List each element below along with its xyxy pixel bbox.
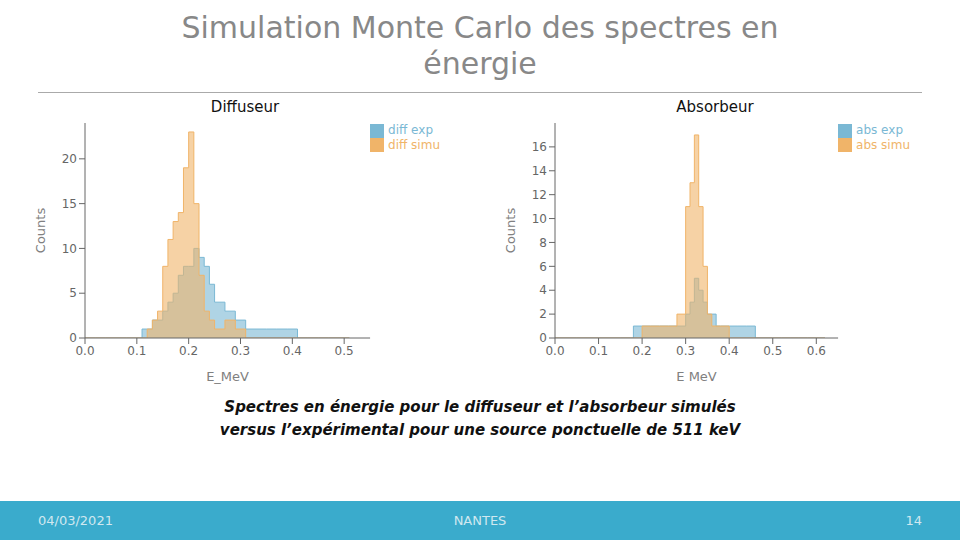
html-text:14: 14 <box>905 513 922 528</box>
html-text:Absorbeur: Absorbeur <box>676 98 754 116</box>
svg-text:12: 12 <box>532 188 547 202</box>
svg-text:10: 10 <box>62 242 77 256</box>
svg-text:16: 16 <box>532 140 547 154</box>
svg-text:0.5: 0.5 <box>763 344 782 358</box>
svg-text:0.6: 0.6 <box>807 344 826 358</box>
svg-text:8: 8 <box>539 236 547 250</box>
html-text:04/03/2021: 04/03/2021 <box>38 513 113 528</box>
svg-text:10: 10 <box>532 212 547 226</box>
svg-text:0.1: 0.1 <box>589 344 608 358</box>
html-text:diff simu: diff simu <box>388 137 440 152</box>
html-text:Spectres en énergie pour le di: Spectres en énergie pour le diffuseur et… <box>224 398 736 416</box>
svg-text:0.2: 0.2 <box>179 344 198 358</box>
svg-text:0.5: 0.5 <box>335 344 354 358</box>
html-text:Diffuseur: Diffuseur <box>210 98 280 116</box>
svg-text:Counts: Counts <box>33 208 48 254</box>
svg-text:0.1: 0.1 <box>127 344 146 358</box>
svg-text:0.0: 0.0 <box>545 344 564 358</box>
svg-text:6: 6 <box>539 260 547 274</box>
svg-text:20: 20 <box>62 152 77 166</box>
html-text:abs simu: abs simu <box>856 137 910 152</box>
svg-text:E MeV: E MeV <box>676 369 717 384</box>
svg-text:5: 5 <box>69 286 77 300</box>
svg-text:2: 2 <box>539 307 547 321</box>
svg-text:0.3: 0.3 <box>676 344 695 358</box>
svg-text:0: 0 <box>539 331 547 345</box>
svg-text:0: 0 <box>69 331 77 345</box>
svg-text:Counts: Counts <box>503 208 518 254</box>
svg-text:0.3: 0.3 <box>231 344 250 358</box>
svg-text:0.4: 0.4 <box>720 344 739 358</box>
html-text:Simulation Monte Carlo des spe: Simulation Monte Carlo des spectres en é… <box>181 10 779 81</box>
svg-text:0.2: 0.2 <box>633 344 652 358</box>
html-text:versus l’expérimental pour une: versus l’expérimental pour une source po… <box>219 420 741 439</box>
svg-text:14: 14 <box>532 164 547 178</box>
svg-text:0.4: 0.4 <box>283 344 302 358</box>
svg-text:15: 15 <box>62 197 77 211</box>
html-text:abs exp: abs exp <box>856 123 903 137</box>
html-text:NANTES: NANTES <box>453 513 507 528</box>
svg-text:4: 4 <box>539 283 547 297</box>
svg-text:0.0: 0.0 <box>75 344 94 358</box>
svg-text:E_MeV: E_MeV <box>206 369 249 384</box>
html-text:diff exp: diff exp <box>388 123 433 137</box>
